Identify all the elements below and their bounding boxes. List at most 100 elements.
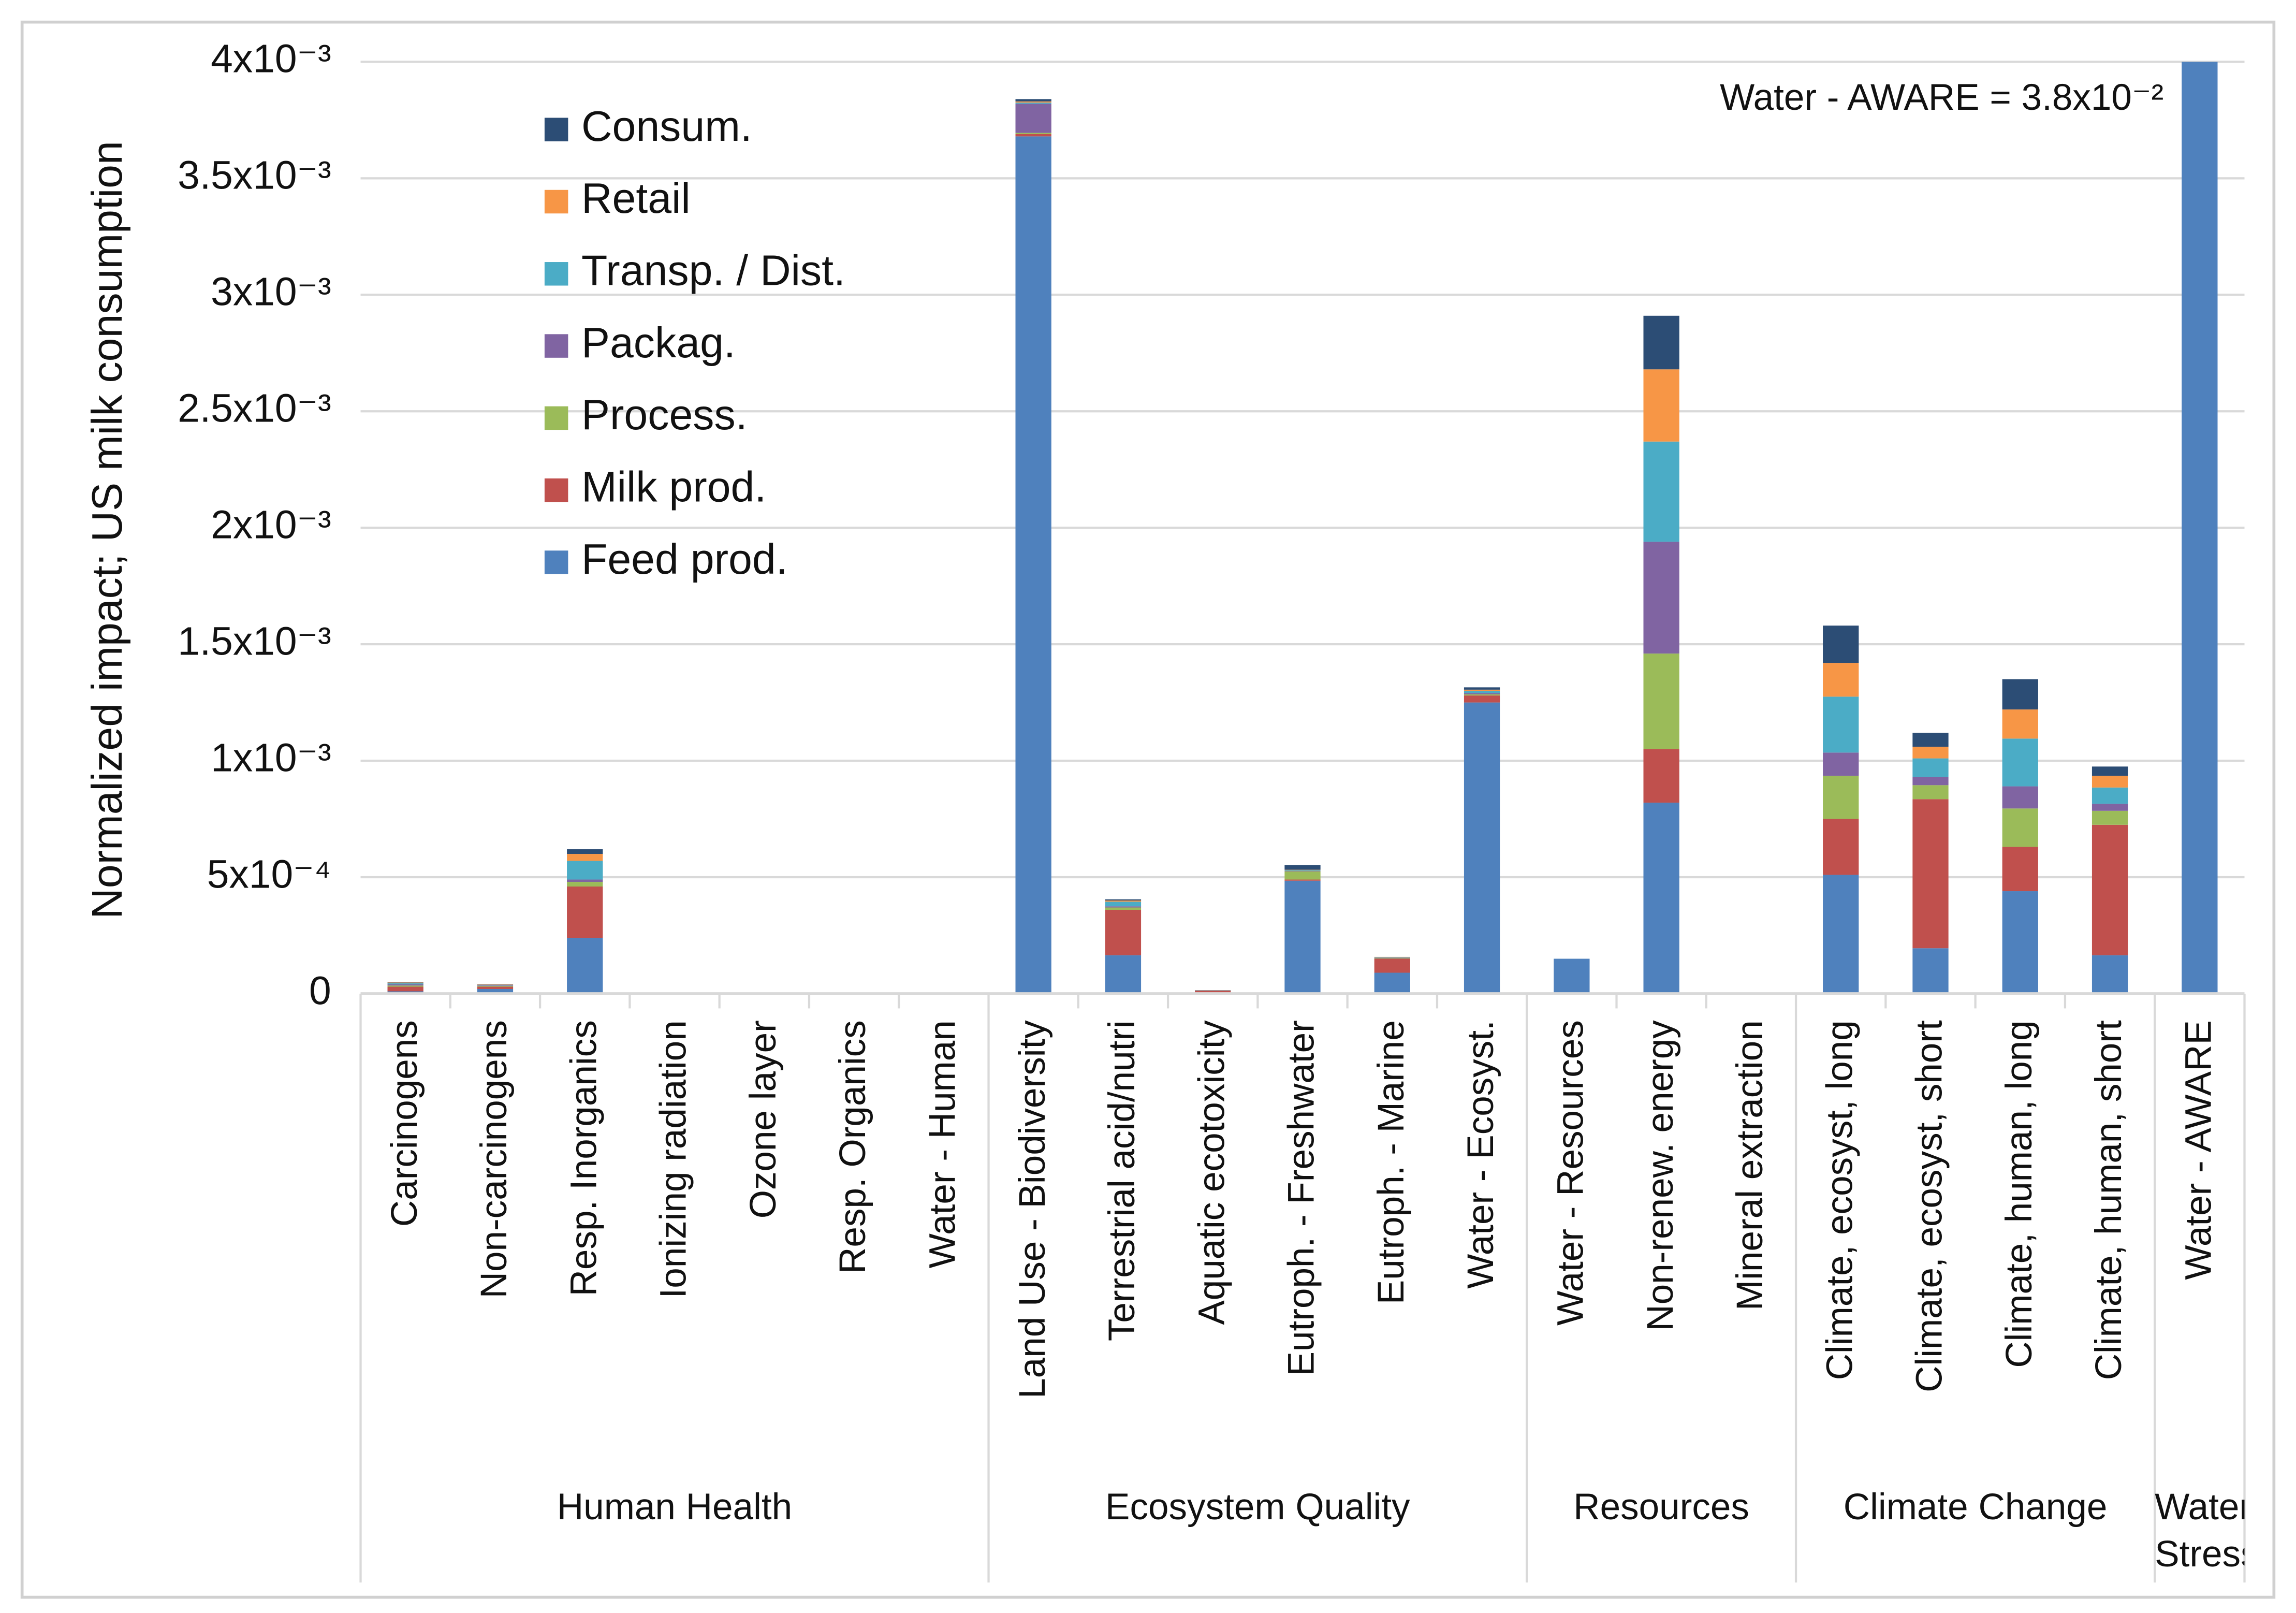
bar-segment	[1643, 315, 1679, 370]
bar-segment	[1015, 103, 1051, 104]
bar-segment	[2092, 804, 2128, 811]
group-label-box: Resources	[1573, 1487, 1749, 1528]
bar-segment	[567, 887, 603, 938]
x-tick-label: Non-renew. energy	[1640, 1020, 1681, 1331]
bar-segment	[1015, 136, 1051, 994]
bar-segment	[567, 854, 603, 861]
bar-segment	[1105, 902, 1142, 907]
bar-segment	[1464, 702, 1500, 994]
x-tick-label: Climate, ecosyst, short	[1909, 1020, 1950, 1392]
y-tick-label: 2.5x10⁻³	[178, 387, 331, 431]
x-tick-label: Eutroph. - Marine	[1371, 1020, 1412, 1304]
bar-segment	[2002, 786, 2038, 809]
bar-segment	[2002, 679, 2038, 710]
bar-segment	[1554, 958, 1590, 994]
x-tick-label: Water - Ecosyst.	[1460, 1020, 1501, 1289]
bar-segment	[2092, 787, 2128, 804]
bar-segment	[1823, 626, 1859, 663]
legend-label: Packag.	[581, 319, 736, 367]
bar-segment	[387, 985, 423, 987]
bar-segment	[1284, 880, 1321, 994]
bar-segment	[1912, 777, 1949, 786]
bar-segment	[1643, 653, 1679, 749]
legend-swatch	[544, 406, 568, 430]
legend-label: Milk prod.	[581, 463, 766, 511]
x-tick-label: Mineral extraction	[1730, 1020, 1771, 1311]
bar-segment	[2092, 776, 2128, 788]
bar-segment	[1464, 694, 1500, 696]
bar-segment	[1464, 695, 1500, 703]
bar-segment	[2092, 824, 2128, 955]
x-tick-label: Water - Resources	[1550, 1020, 1591, 1326]
bar-segment	[1015, 133, 1051, 134]
bar-segment	[2002, 847, 2038, 892]
group-label: Resources	[1573, 1487, 1749, 1528]
x-tick-label: Eutroph. - Freshwater	[1281, 1020, 1322, 1376]
bar-segment	[1284, 865, 1321, 870]
bar-segment	[1643, 441, 1679, 542]
bar-segment	[1643, 542, 1679, 654]
bar-segment	[1015, 101, 1051, 103]
bar-segment	[1912, 747, 1949, 759]
bar-segment	[1823, 696, 1859, 753]
bar-segment	[1823, 663, 1859, 697]
bar-segment	[1284, 870, 1321, 871]
bar-segment	[1823, 776, 1859, 819]
group-label: Climate Change	[1843, 1487, 2108, 1528]
x-tick-label: Resp. Organics	[832, 1020, 873, 1274]
bar-segment	[2182, 62, 2218, 994]
bar-segment	[1105, 910, 1142, 955]
group-label: Ecosystem Quality	[1105, 1487, 1410, 1528]
bar-segment	[1284, 879, 1321, 881]
x-tick-label: Water - AWARE	[2178, 1020, 2219, 1280]
legend-label: Transp. / Dist.	[581, 247, 845, 295]
bar-segment	[2002, 709, 2038, 739]
bar-segment	[1912, 785, 1949, 800]
bar-segment	[567, 879, 603, 882]
x-tick-label: Non-carcinogens	[474, 1020, 515, 1298]
bar-segment	[2002, 808, 2038, 847]
x-tick-label: Water - Human	[922, 1020, 963, 1268]
plot-area	[387, 62, 2218, 994]
x-tick-label: Carcinogens	[384, 1020, 425, 1227]
frame	[20, 20, 2276, 1599]
bar-segment	[1643, 369, 1679, 442]
bar-segment	[1912, 758, 1949, 777]
bar-segment	[1105, 906, 1142, 908]
bar-segment	[1912, 733, 1949, 747]
legend-swatch	[544, 262, 568, 286]
y-tick-label: 5x10⁻⁴	[207, 852, 331, 896]
bar-segment	[1464, 689, 1500, 691]
bar-segment	[1823, 875, 1859, 994]
bar-segment	[1912, 948, 1949, 994]
y-axis-title: Normalized impact; US milk consumption	[83, 141, 131, 919]
x-tick-label: Ionizing radiation	[653, 1020, 694, 1298]
bar-segment	[1374, 957, 1410, 958]
x-tick-label: Ozone layer	[743, 1020, 784, 1218]
bar-segment	[1015, 99, 1051, 101]
bar-segment	[477, 985, 514, 986]
bar-segment	[2092, 766, 2128, 776]
x-tick-label: Aquatic ecotoxicity	[1191, 1020, 1232, 1325]
bar-segment	[1464, 691, 1500, 693]
bar-segment	[567, 938, 603, 994]
bar-segment	[477, 984, 514, 985]
x-tick-label: Terrestrial acid/nutri	[1102, 1020, 1143, 1341]
bar-segment	[1105, 907, 1142, 910]
y-tick-label: 3x10⁻³	[211, 270, 331, 314]
y-tick-label: 2x10⁻³	[211, 503, 331, 547]
bar-segment	[2002, 891, 2038, 994]
bar-segment	[567, 861, 603, 880]
bar-segment	[1105, 900, 1142, 902]
bar-segment	[567, 849, 603, 854]
x-tick-label: Climate, human, short	[2088, 1020, 2129, 1380]
x-tick-label: Resp. Inorganics	[563, 1020, 604, 1296]
bar-segment	[1643, 749, 1679, 803]
x-tick-label: Climate, human, long	[1999, 1020, 2040, 1368]
bar-segment	[1105, 899, 1142, 901]
bar-segment	[1823, 752, 1859, 776]
bar-segment	[477, 986, 514, 989]
y-tick-label: 0	[309, 969, 331, 1013]
